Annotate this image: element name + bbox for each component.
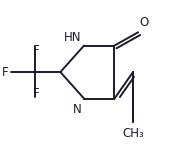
Text: O: O bbox=[140, 16, 149, 29]
Text: CH₃: CH₃ bbox=[122, 127, 144, 140]
Text: F: F bbox=[33, 44, 39, 57]
Text: F: F bbox=[2, 66, 9, 79]
Text: F: F bbox=[33, 87, 39, 100]
Text: HN: HN bbox=[64, 31, 82, 44]
Text: N: N bbox=[73, 103, 82, 116]
